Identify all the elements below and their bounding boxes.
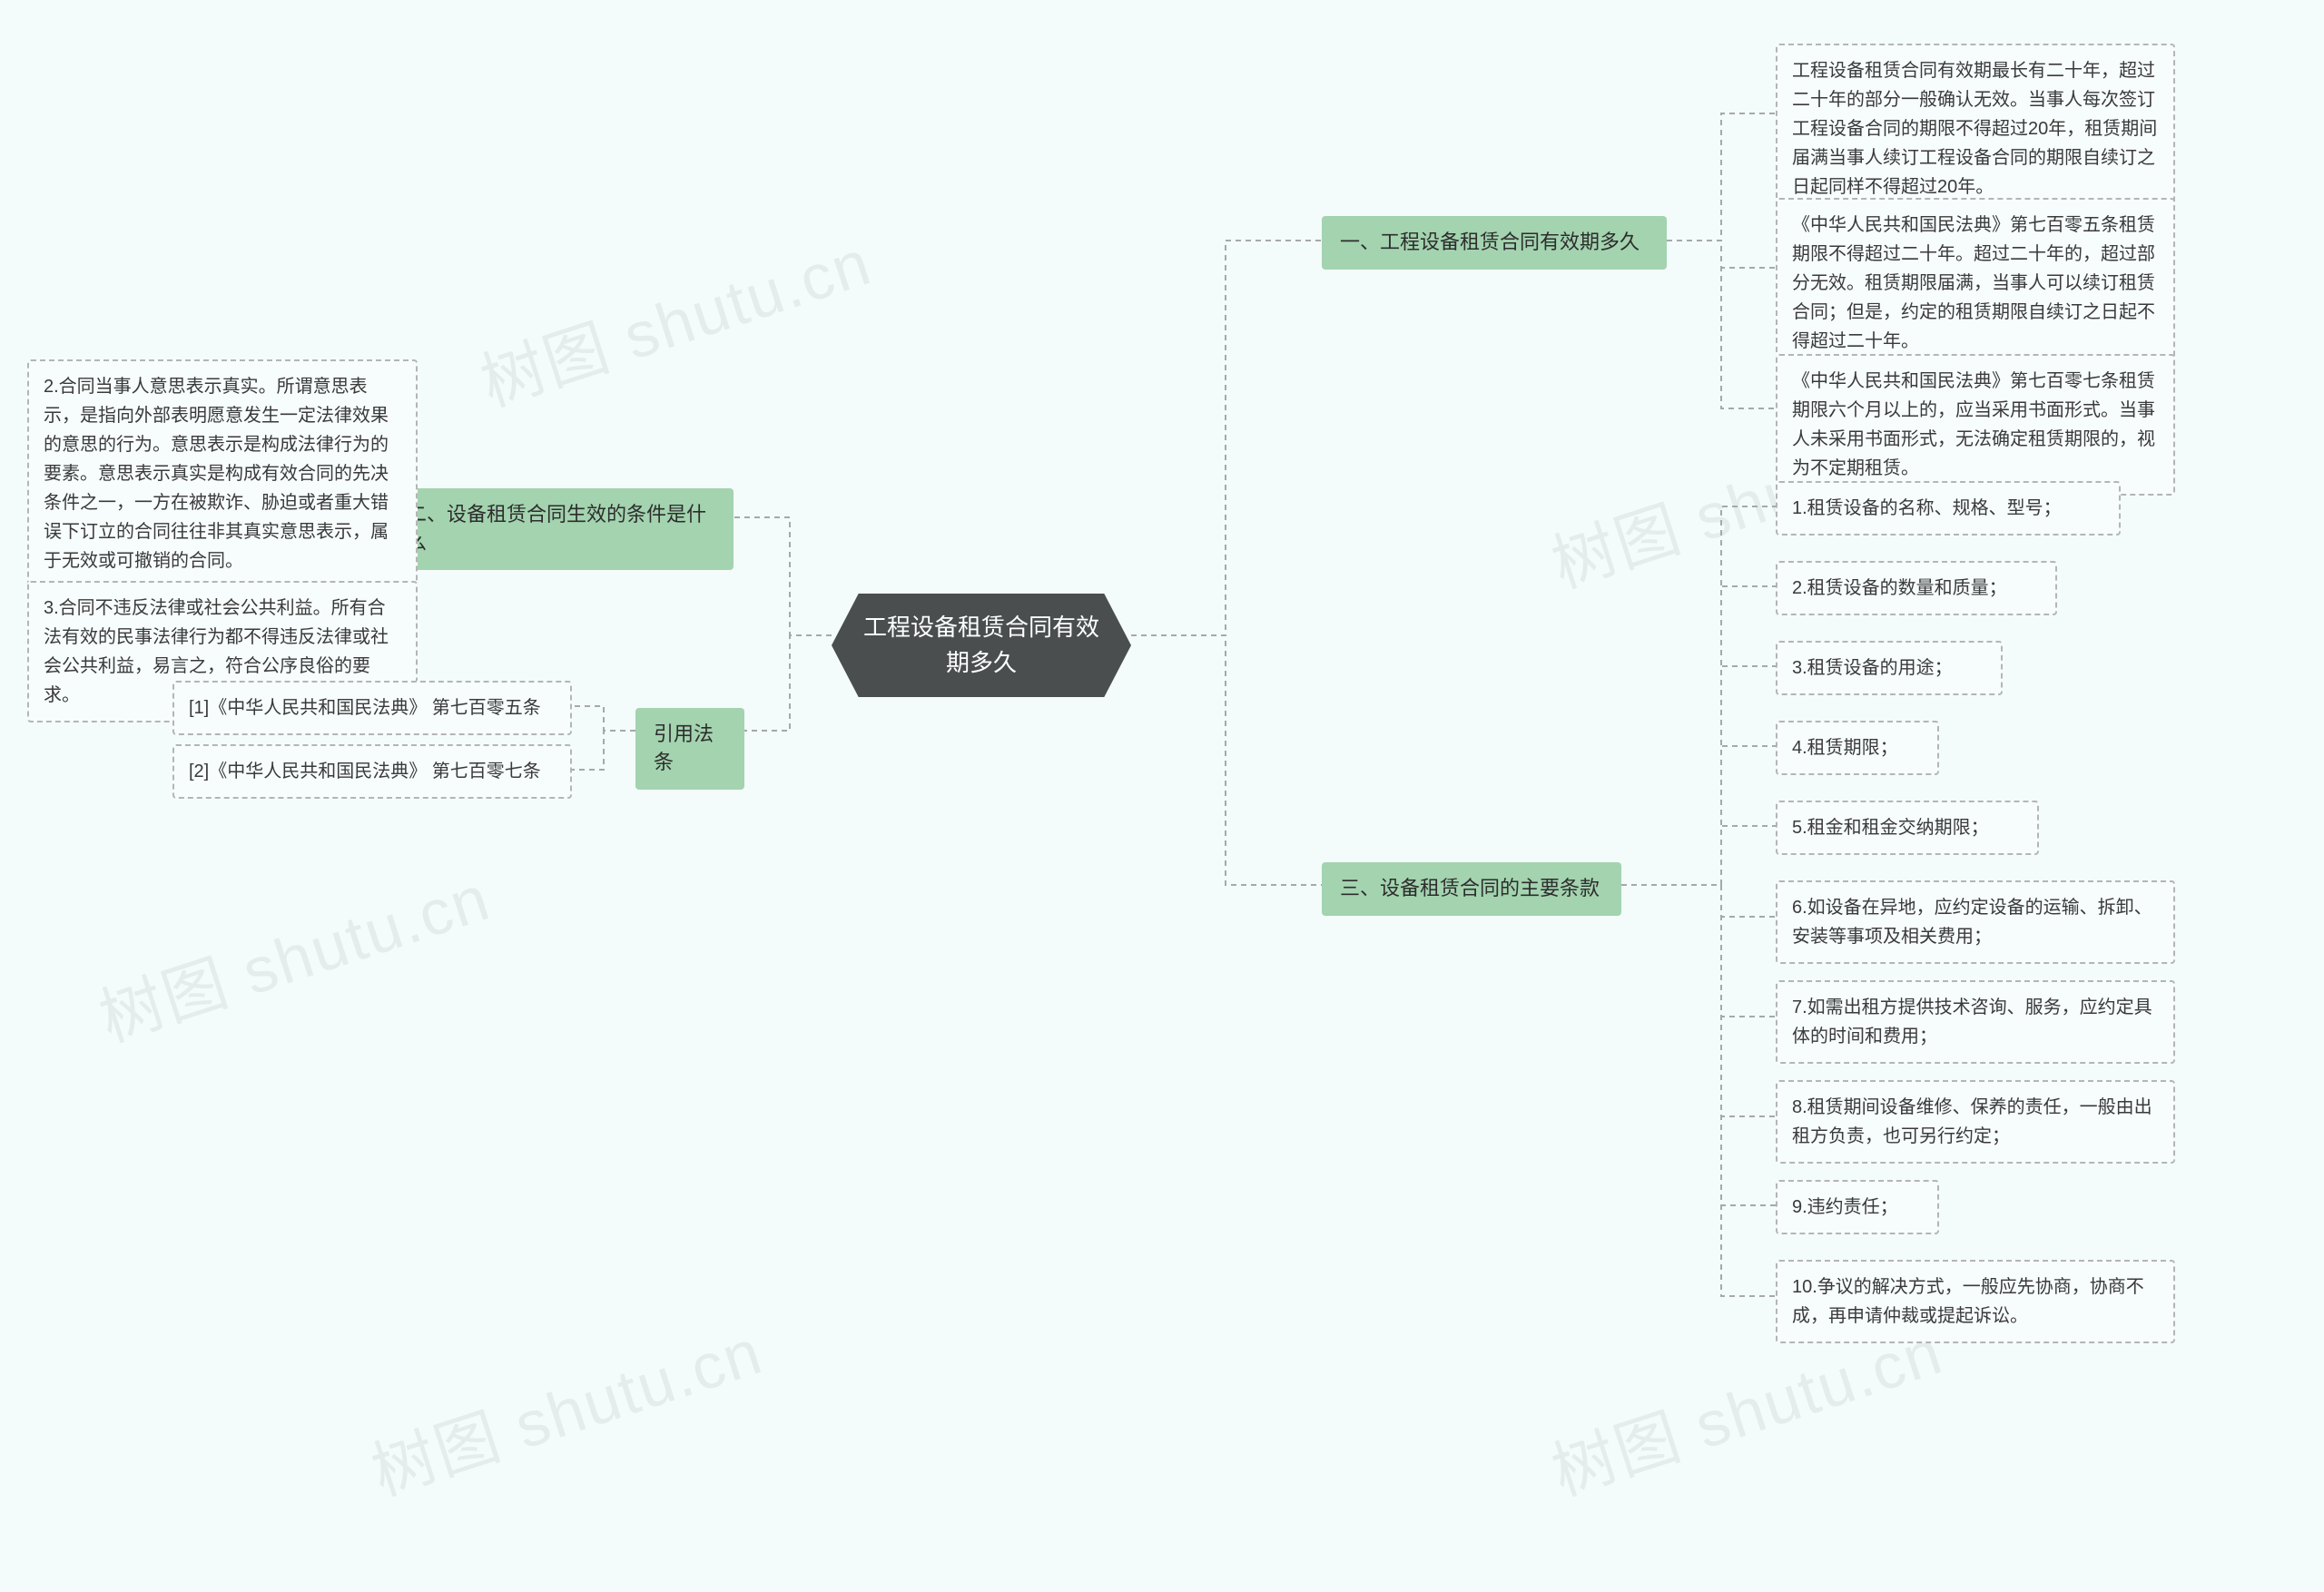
leaf-b3-2[interactable]: 2.租赁设备的数量和质量；: [1776, 561, 2057, 615]
mindmap-root[interactable]: 工程设备租赁合同有效期多久: [832, 594, 1131, 697]
leaf-b4-1[interactable]: [1]《中华人民共和国民法典》 第七百零五条: [172, 681, 572, 735]
branch-3[interactable]: 三、设备租赁合同的主要条款: [1322, 862, 1621, 916]
leaf-b3-6[interactable]: 6.如设备在异地，应约定设备的运输、拆卸、安装等事项及相关费用；: [1776, 880, 2175, 964]
leaf-b2-1[interactable]: 2.合同当事人意思表示真实。所谓意思表示，是指向外部表明愿意发生一定法律效果的意…: [27, 359, 418, 588]
leaf-b3-3[interactable]: 3.租赁设备的用途；: [1776, 641, 2003, 695]
branch-4[interactable]: 引用法条: [635, 708, 744, 790]
leaf-b3-5[interactable]: 5.租金和租金交纳期限；: [1776, 801, 2039, 855]
leaf-b1-1[interactable]: 工程设备租赁合同有效期最长有二十年，超过二十年的部分一般确认无效。当事人每次签订…: [1776, 44, 2175, 214]
leaf-b3-1[interactable]: 1.租赁设备的名称、规格、型号；: [1776, 481, 2121, 536]
watermark: 树图 shutu.cn: [359, 1302, 772, 1514]
branch-1[interactable]: 一、工程设备租赁合同有效期多久: [1322, 216, 1667, 270]
leaf-b3-4[interactable]: 4.租赁期限；: [1776, 721, 1939, 775]
leaf-b3-10[interactable]: 10.争议的解决方式，一般应先协商，协商不成，再申请仲裁或提起诉讼。: [1776, 1260, 2175, 1343]
branch-2[interactable]: 二、设备租赁合同生效的条件是什么: [389, 488, 734, 570]
leaf-b1-3[interactable]: 《中华人民共和国民法典》第七百零七条租赁期限六个月以上的，应当采用书面形式。当事…: [1776, 354, 2175, 496]
watermark: 树图 shutu.cn: [468, 212, 881, 425]
leaf-b3-8[interactable]: 8.租赁期间设备维修、保养的责任，一般由出租方负责，也可另行约定；: [1776, 1080, 2175, 1164]
leaf-b3-7[interactable]: 7.如需出租方提供技术咨询、服务，应约定具体的时间和费用；: [1776, 980, 2175, 1064]
leaf-b1-2[interactable]: 《中华人民共和国民法典》第七百零五条租赁期限不得超过二十年。超过二十年的，超过部…: [1776, 198, 2175, 369]
leaf-b3-9[interactable]: 9.违约责任；: [1776, 1180, 1939, 1234]
leaf-b4-2[interactable]: [2]《中华人民共和国民法典》 第七百零七条: [172, 744, 572, 799]
watermark: 树图 shutu.cn: [86, 848, 499, 1060]
